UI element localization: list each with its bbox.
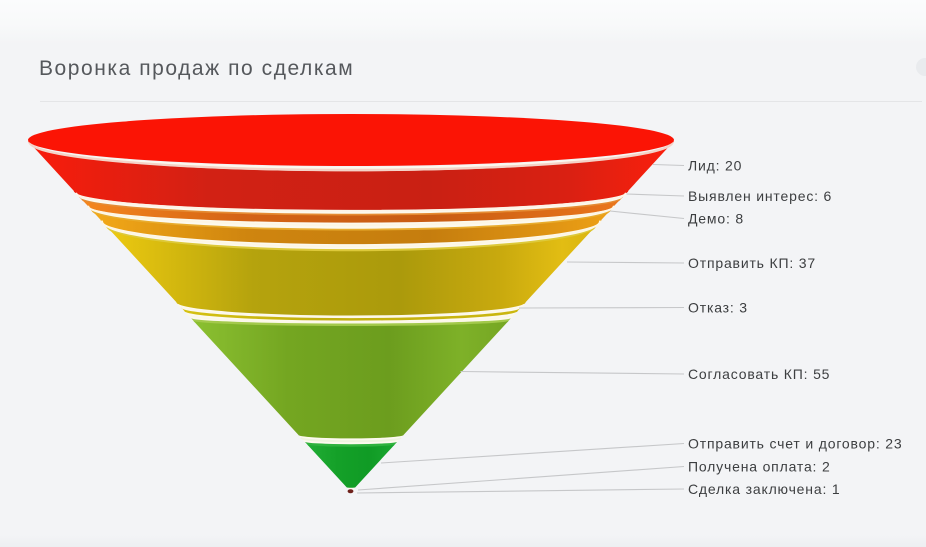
svg-text:Получена оплата: 2: Получена оплата: 2 [688, 459, 831, 475]
svg-text:Отказ: 3: Отказ: 3 [688, 300, 748, 316]
svg-text:Сделка заключена: 1: Сделка заключена: 1 [688, 481, 840, 497]
svg-text:Отправить КП: 37: Отправить КП: 37 [688, 255, 816, 271]
svg-text:Отправить счет и договор: 23: Отправить счет и договор: 23 [688, 436, 902, 452]
svg-text:Демо: 8: Демо: 8 [688, 211, 744, 227]
svg-text:Воронка продаж по сделкам: Воронка продаж по сделкам [39, 57, 354, 80]
svg-text:Выявлен интерес: 6: Выявлен интерес: 6 [688, 188, 832, 204]
svg-text:Согласовать КП: 55: Согласовать КП: 55 [688, 366, 830, 382]
svg-text:Лид: 20: Лид: 20 [688, 158, 742, 174]
